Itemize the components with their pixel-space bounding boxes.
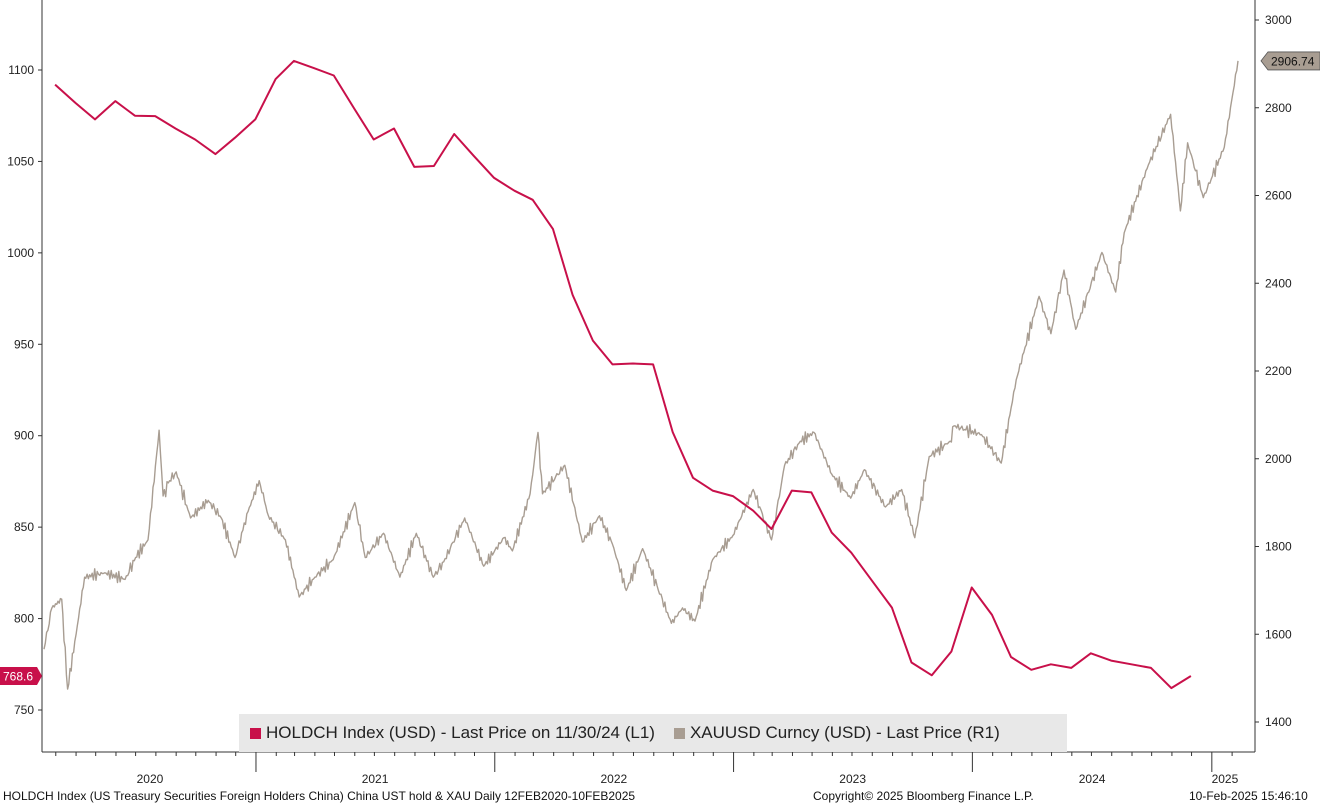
xauusd-line <box>43 60 1239 690</box>
legend-item-holdch: HOLDCH Index (USD) - Last Price on 11/30… <box>250 723 655 743</box>
left-tick-label: 900 <box>14 429 34 443</box>
xauusd-last-value-tag <box>1260 51 1320 71</box>
legend-item-xauusd: XAUUSD Curncy (USD) - Last Price (R1) <box>673 723 1000 743</box>
footer-description: HOLDCH Index (US Treasury Securities For… <box>3 789 636 803</box>
left-tick-label: 1000 <box>7 246 34 260</box>
holdch-swatch <box>250 727 261 739</box>
right-tick-label: 2200 <box>1265 364 1292 378</box>
footer-timestamp: 10-Feb-2025 15:46:10 <box>1189 789 1308 803</box>
footer-copyright: Copyright© 2025 Bloomberg Finance L.P. <box>813 789 1034 803</box>
right-tick-label: 1800 <box>1265 540 1292 554</box>
right-tick-label: 1600 <box>1265 627 1292 641</box>
year-label: 2023 <box>839 772 866 786</box>
last-value-labels: 768.6 2906.74 <box>0 51 1320 685</box>
xauusd-series <box>43 60 1239 690</box>
holdch-series <box>54 59 1192 690</box>
xauusd-swatch <box>673 727 685 739</box>
legend: HOLDCH Index (USD) - Last Price on 11/30… <box>239 714 1067 752</box>
left-tick-label: 1050 <box>7 154 34 168</box>
year-label: 2021 <box>362 772 389 786</box>
legend-label-holdch: HOLDCH Index (USD) - Last Price on 11/30… <box>266 723 655 742</box>
right-tick-label: 2600 <box>1265 189 1292 203</box>
axes: 750 800 850 900 950 1000 1050 1100 1400 1600 1800 2… <box>7 0 1292 786</box>
right-tick-label: 2800 <box>1265 101 1292 115</box>
left-tick-label: 1100 <box>8 63 34 77</box>
xauusd-last-value-text: 2906.74 <box>1271 54 1315 68</box>
left-tick-label: 950 <box>14 337 34 351</box>
right-tick-label: 1400 <box>1265 715 1292 729</box>
year-label: 2022 <box>600 772 627 786</box>
left-tick-label: 800 <box>14 612 34 626</box>
holdch-last-value-tag <box>0 666 42 685</box>
right-tick-label: 3000 <box>1265 13 1292 27</box>
year-label: 2024 <box>1079 772 1106 786</box>
year-label: 2020 <box>137 772 164 786</box>
legend-label-xauusd: XAUUSD Curncy (USD) - Last Price (R1) <box>689 723 1000 742</box>
right-tick-label: 2400 <box>1265 276 1292 290</box>
year-label: 2025 <box>1212 772 1239 786</box>
holdch-line <box>54 59 1192 690</box>
left-tick-label: 850 <box>14 520 34 534</box>
right-tick-label: 2000 <box>1265 452 1292 466</box>
holdch-last-value-text: 768.6 <box>3 669 33 683</box>
left-tick-label: 750 <box>14 703 34 717</box>
